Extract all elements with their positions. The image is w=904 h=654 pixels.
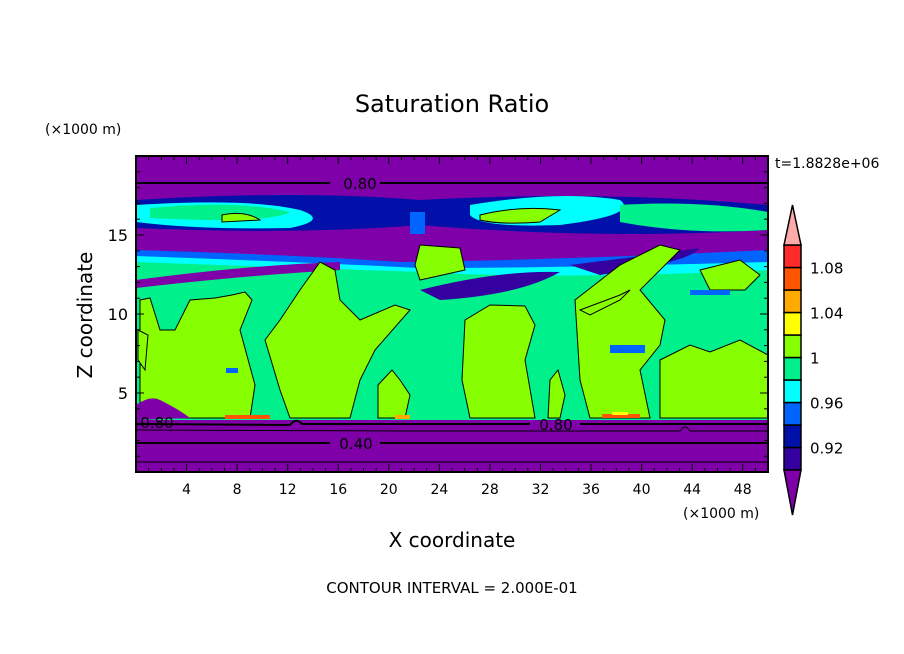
colorbar-over-triangle — [783, 204, 802, 246]
colorbar-tick-label: 0.92 — [810, 440, 843, 458]
field-blob-lime — [221, 207, 562, 224]
field-stripe-purple — [420, 271, 560, 300]
chart-title: Saturation Ratio — [355, 90, 549, 118]
colorbar-box — [783, 334, 802, 359]
x-tick-label: 24 — [430, 482, 448, 498]
x-tick-label: 12 — [279, 482, 297, 498]
y-units-label: (×1000 m) — [45, 122, 121, 138]
contour-label: 0.80 — [140, 414, 173, 432]
colorbar-tick-label: 1.04 — [810, 305, 843, 323]
x-axis-label: X coordinate — [389, 528, 516, 552]
x-tick-label: 32 — [532, 482, 550, 498]
x-tick-label: 44 — [683, 482, 701, 498]
x-units-label: (×1000 m) — [683, 506, 759, 522]
field-lime-clouds — [137, 244, 768, 419]
field-warm-patches — [225, 412, 640, 419]
colorbar-box — [783, 311, 802, 336]
field-lower-purple-lobe — [136, 398, 190, 420]
x-tick-label: 40 — [633, 482, 651, 498]
field-stripe-purple — [136, 262, 340, 288]
x-tick-label: 48 — [734, 482, 752, 498]
field-small-blue-patches — [226, 212, 730, 373]
contour-field: 0.80 0.80 0.80 0.40 — [136, 156, 768, 472]
colorbar-box — [783, 379, 802, 404]
field-blob-green — [620, 203, 768, 232]
time-label: t=1.8828e+06 — [775, 156, 879, 172]
field-blob-green — [150, 204, 290, 220]
contour-lines — [136, 182, 768, 463]
y-tick-label: 10 — [108, 305, 128, 324]
contour-label: 0.40 — [339, 435, 372, 453]
contour-label: 0.80 — [539, 416, 572, 434]
colorbar-box — [783, 401, 802, 426]
y-tick-label: 15 — [108, 226, 128, 245]
x-tick-label: 20 — [380, 482, 398, 498]
colorbar-tick-label: 1 — [810, 350, 820, 368]
y-axis-label: Z coordinate — [73, 252, 97, 379]
x-tick-label: 4 — [182, 482, 191, 498]
colorbar-box — [783, 424, 802, 449]
x-tick-label: 16 — [329, 482, 347, 498]
contour-interval-label: CONTOUR INTERVAL = 2.000E-01 — [326, 579, 577, 597]
y-tick-label: 5 — [118, 384, 128, 403]
colorbar-box — [783, 356, 802, 381]
x-tick-label: 28 — [481, 482, 499, 498]
contour-label: 0.80 — [343, 175, 376, 193]
colorbar-box — [783, 266, 802, 291]
colorbar: 0.92 0.96 1 1.04 1.08 — [783, 204, 843, 516]
colorbar-under-triangle — [783, 469, 802, 516]
colorbar-box — [783, 446, 802, 471]
x-tick-label: 8 — [233, 482, 242, 498]
colorbar-tick-label: 1.08 — [810, 260, 843, 278]
x-tick-label: 36 — [582, 482, 600, 498]
colorbar-box — [783, 244, 802, 269]
colorbar-box — [783, 289, 802, 314]
colorbar-tick-label: 0.96 — [810, 395, 843, 413]
field-lower-purple — [136, 420, 768, 472]
